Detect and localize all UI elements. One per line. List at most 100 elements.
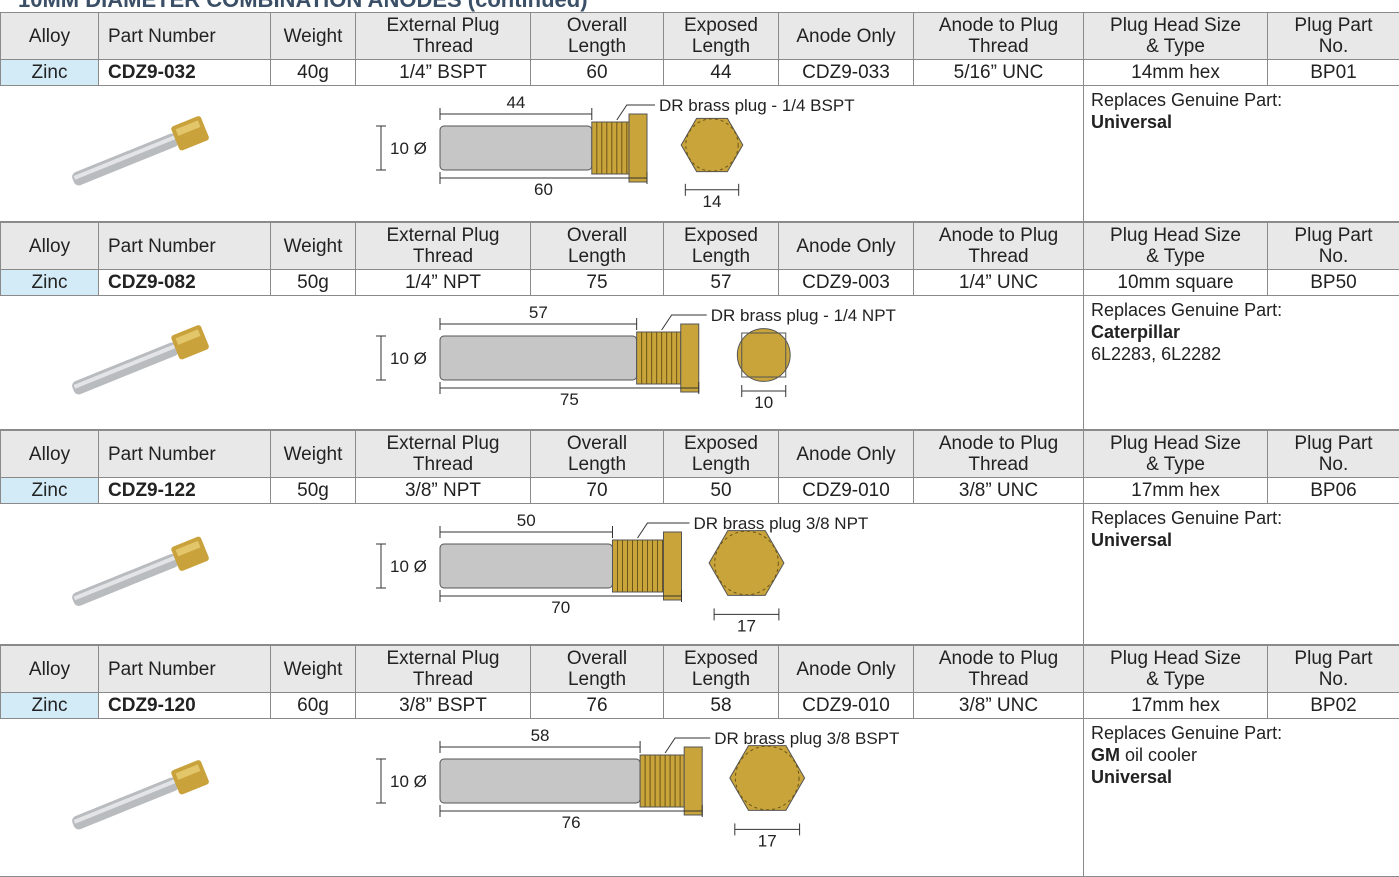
header-cell: Weight [270,430,356,478]
replaces-line: GM oil cooler [1091,744,1197,766]
header-cell: Overall Length [530,645,664,693]
replaces-text: 6L2283, 6L2282 [1091,344,1222,364]
data-cell: 40g [270,59,356,86]
anode-photo [72,536,209,606]
replaces-text: Universal [1091,530,1173,550]
plug-end [680,117,744,173]
header-cell: Alloy [0,645,99,693]
dim-label: 14 [703,192,722,211]
plug-end-square [741,332,787,378]
anode-rod [439,758,641,804]
plug-head [680,323,700,393]
plug-label: DR brass plug - 1/4 BSPT [659,96,855,115]
header-cell: Exposed Length [663,645,779,693]
data-cell: CDZ9-010 [778,692,914,719]
plug-end [736,328,791,382]
header-cell: Anode Only [778,222,914,270]
data-cell: CDZ9-003 [778,269,914,296]
replaces-text: Universal [1091,112,1173,132]
replaces-label: Replaces Genuine Part: [1091,723,1283,743]
data-cell: 50 [663,477,779,504]
header-cell: Weight [270,222,356,270]
leader-line [661,314,707,331]
plug-label: DR brass plug 3/8 BSPT [714,729,899,748]
header-cell: Alloy [0,222,99,270]
data-cell: CDZ9-122 [98,477,271,504]
separator [1083,295,1084,430]
diagram: 58 76 10 Ø DR brass plug 3/8 BSPT 17 [72,726,899,850]
plug-head [683,746,703,816]
data-cell: 14mm hex [1083,59,1268,86]
data-cell: 70 [530,477,664,504]
photo-head-shine [175,329,201,345]
dim-label: 17 [737,616,756,635]
header-cell: Anode to Plug Thread [913,645,1084,693]
anode-rod [439,543,613,589]
plug-label: DR brass plug 3/8 NPT [694,514,869,533]
separator [0,429,1399,430]
data-cell: CDZ9-120 [98,692,271,719]
header-cell: Anode to Plug Thread [913,430,1084,478]
anode-rod [439,125,593,171]
separator [1083,503,1084,645]
header-cell: Plug Part No. [1267,12,1399,60]
header-cell: Exposed Length [663,430,779,478]
leader-line [664,737,711,754]
data-cell: 17mm hex [1083,477,1268,504]
header-cell: Part Number [98,645,271,693]
data-cell: Zinc [0,59,99,86]
dim-label: 57 [529,303,548,322]
separator [0,644,1399,645]
plug-label: DR brass plug - 1/4 NPT [711,306,896,325]
replaces-line: Universal [1091,529,1172,551]
header-cell: Part Number [98,222,271,270]
plug-end [708,530,785,596]
dim-label: 44 [506,93,525,112]
data-cell: 1/4” BSPT [355,59,531,86]
diameter-label: 10 Ø [390,139,427,158]
separator [0,221,1399,222]
data-cell: BP01 [1267,59,1399,86]
dim-label: 70 [551,598,570,617]
data-cell: 75 [530,269,664,296]
replaces-text: Caterpillar [1091,322,1181,342]
header-cell: Overall Length [530,222,664,270]
data-cell: 10mm square [1083,269,1268,296]
header-cell: Anode Only [778,12,914,60]
replaces-label: Replaces Genuine Part: [1091,508,1283,528]
header-cell: Anode to Plug Thread [913,222,1084,270]
anode-photo [72,760,209,830]
data-cell: BP02 [1267,692,1399,719]
data-cell: 3/8” NPT [355,477,531,504]
photo-head-shine [175,540,201,557]
dim-label: 76 [562,813,581,832]
plug-thread [639,754,685,808]
data-cell: 50g [270,269,356,296]
header-cell: Plug Head Size & Type [1083,12,1268,60]
leader-line [616,104,655,121]
header-cell: Anode Only [778,645,914,693]
separator [1083,85,1084,222]
data-cell: 58 [663,692,779,719]
photo-rod-shine [73,135,176,180]
header-cell: Overall Length [530,12,664,60]
header-cell: External Plug Thread [355,222,531,270]
anode-photo [72,325,209,395]
dim-label: 58 [531,726,550,745]
header-cell: Weight [270,12,356,60]
data-cell: CDZ9-082 [98,269,271,296]
replaces-label: Replaces Genuine Part: [1091,90,1283,110]
replaces-line: Universal [1091,111,1172,133]
dim-label: 10 [754,393,773,412]
header-cell: Part Number [98,430,271,478]
plug-end-thread [734,745,800,811]
photo-rod-shine [73,344,176,389]
header-cell: Overall Length [530,430,664,478]
diameter-label: 10 Ø [390,772,427,791]
separator [1083,718,1084,877]
header-cell: Plug Part No. [1267,645,1399,693]
data-cell: 3/8” BSPT [355,692,531,719]
data-cell: CDZ9-033 [778,59,914,86]
data-cell: 5/16” UNC [913,59,1084,86]
